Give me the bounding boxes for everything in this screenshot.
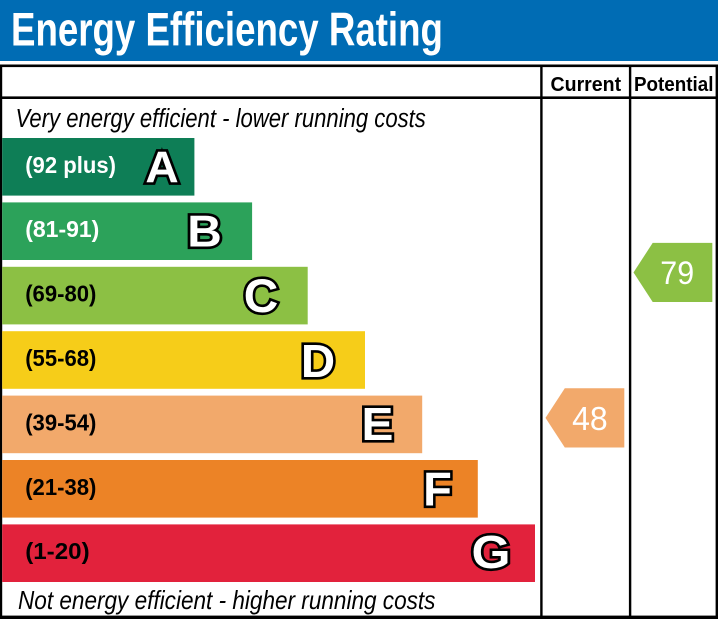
svg-text:Potential: Potential bbox=[634, 73, 713, 96]
svg-text:D: D bbox=[301, 334, 335, 386]
svg-text:G: G bbox=[471, 527, 510, 579]
svg-text:E: E bbox=[362, 399, 394, 450]
svg-text:(39-54): (39-54) bbox=[25, 410, 96, 436]
svg-text:F: F bbox=[423, 463, 452, 516]
svg-text:A: A bbox=[145, 142, 178, 192]
svg-text:79: 79 bbox=[660, 254, 694, 291]
svg-text:(69-80): (69-80) bbox=[25, 281, 96, 307]
svg-text:Energy Efficiency Rating: Energy Efficiency Rating bbox=[11, 3, 443, 56]
svg-text:Current: Current bbox=[551, 74, 622, 96]
svg-text:(21-38): (21-38) bbox=[25, 474, 96, 500]
svg-text:(81-91): (81-91) bbox=[25, 216, 99, 242]
svg-text:(55-68): (55-68) bbox=[25, 346, 96, 372]
svg-text:Not energy efficient - higher: Not energy efficient - higher running co… bbox=[18, 587, 435, 616]
svg-text:C: C bbox=[244, 270, 279, 323]
svg-text:(92 plus): (92 plus) bbox=[25, 153, 116, 179]
svg-text:48: 48 bbox=[572, 399, 608, 437]
svg-text:Very energy efficient - lower: Very energy efficient - lower running co… bbox=[16, 104, 426, 133]
svg-text:B: B bbox=[187, 206, 222, 256]
svg-text:(1-20): (1-20) bbox=[25, 539, 89, 564]
